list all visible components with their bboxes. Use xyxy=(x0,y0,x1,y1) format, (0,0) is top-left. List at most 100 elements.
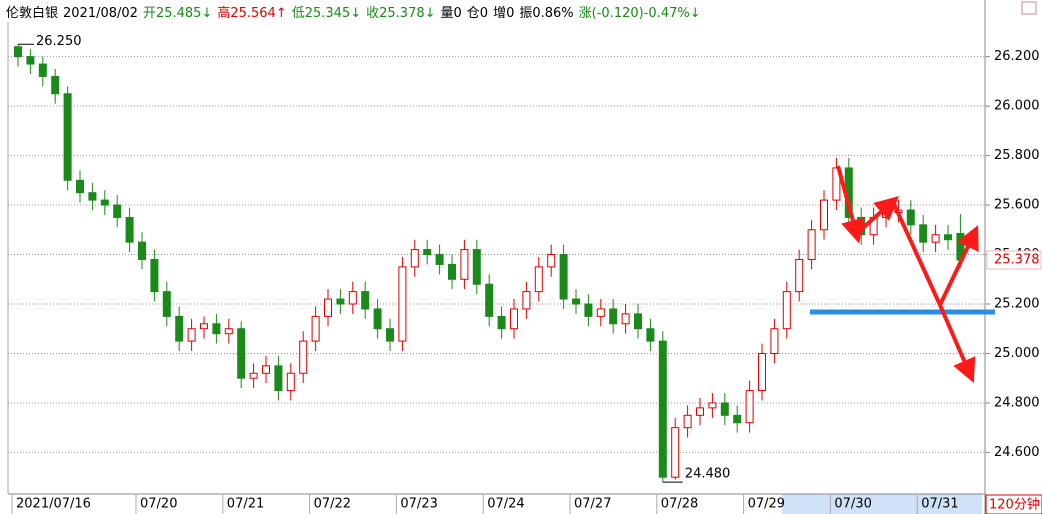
candle-body xyxy=(262,365,270,374)
x-tick-label: 07/30 xyxy=(834,497,871,512)
candle-body xyxy=(361,291,370,310)
header-item: 收25.378↓ xyxy=(366,6,436,21)
candle-body xyxy=(237,328,246,379)
x-tick-label: 07/28 xyxy=(661,497,698,512)
header-item: 高25.564↑ xyxy=(217,6,287,21)
candle-body xyxy=(187,328,196,342)
candle-body xyxy=(485,283,494,317)
candle-body xyxy=(113,204,122,218)
candle-body xyxy=(770,328,779,354)
range-highlight xyxy=(782,494,982,514)
candle-body xyxy=(782,291,791,330)
arrow xyxy=(836,165,865,244)
period-label: 120分钟 xyxy=(989,497,1040,513)
candle-body xyxy=(435,254,444,265)
candle-body xyxy=(324,298,332,317)
x-tick-label: 2021/07/16 xyxy=(16,497,91,512)
candle-body xyxy=(522,291,531,310)
x-tick-label: 07/29 xyxy=(748,497,785,512)
quote-header: 伦敦白银 2021/08/02 开25.485↓ 高25.564↑ 低25.345↓ 收2… xyxy=(6,2,706,21)
y-tick-label: 25.800 xyxy=(994,148,1040,163)
candle-body xyxy=(138,241,146,260)
candle-body xyxy=(386,328,394,342)
header-item: 涨(-0.120)-0.47%↓ xyxy=(578,6,701,21)
candle-body xyxy=(882,211,890,218)
candle-body xyxy=(212,323,221,335)
candle-body xyxy=(448,263,456,280)
candle-body xyxy=(559,254,568,300)
candle-body xyxy=(906,209,915,226)
candle-body xyxy=(175,315,184,342)
header-item: 增0 xyxy=(493,6,515,21)
x-tick-label: 07/22 xyxy=(314,497,351,512)
header-item: 低25.345↓ xyxy=(291,6,362,21)
candle-body xyxy=(944,234,952,241)
plot-area: 24.60024.80025.00025.20025.40025.60025.8… xyxy=(8,34,1040,514)
candle-body xyxy=(63,93,72,181)
y-tick-label: 25.200 xyxy=(994,297,1040,312)
arrow xyxy=(891,201,942,306)
candle-body xyxy=(646,328,655,342)
x-tick-label: 07/21 xyxy=(227,497,264,512)
candle-body xyxy=(820,199,828,231)
header-item: 量0 xyxy=(440,6,462,21)
candle-body xyxy=(200,323,208,330)
candle-body xyxy=(931,234,940,243)
candle-body xyxy=(14,46,22,58)
header-item: 振0.86% xyxy=(519,6,574,21)
period-box xyxy=(985,494,1042,514)
arrow xyxy=(938,225,979,306)
candle-body xyxy=(708,402,717,409)
candle-body xyxy=(683,414,692,429)
candle-body xyxy=(373,308,382,330)
candle-body xyxy=(162,291,171,317)
candle-body xyxy=(584,303,593,317)
candle-body xyxy=(26,56,35,65)
candle-body xyxy=(76,179,84,194)
candle-body xyxy=(832,167,841,201)
candle-body xyxy=(919,224,928,243)
x-tick-label: 07/31 xyxy=(921,497,958,512)
header-item: 仓0 xyxy=(466,6,489,21)
candle-body xyxy=(38,63,47,77)
trend-arrows xyxy=(836,165,979,384)
corner-icon[interactable] xyxy=(1021,1,1037,15)
candle-body xyxy=(547,254,556,268)
candle-body xyxy=(733,414,742,424)
arrow xyxy=(938,304,976,384)
candle-body xyxy=(423,249,432,256)
candle-body xyxy=(311,315,320,342)
candle-body xyxy=(596,308,605,317)
last-price-label: 25.378 xyxy=(994,252,1040,267)
candle-body xyxy=(472,249,481,285)
candle-body xyxy=(572,298,580,305)
y-tick-label: 24.800 xyxy=(994,395,1040,410)
x-tick-label: 07/27 xyxy=(574,497,611,512)
candle-body xyxy=(510,308,518,330)
candle-body xyxy=(696,407,704,416)
x-tick-label: 07/23 xyxy=(400,497,437,512)
candle-body xyxy=(286,372,295,392)
candle-body xyxy=(534,266,543,293)
candle-body xyxy=(745,390,754,424)
x-tick-label: 07/24 xyxy=(487,497,524,512)
candle-body xyxy=(398,266,407,342)
candle-body xyxy=(658,340,667,478)
header-item: 开25.485↓ xyxy=(142,6,213,21)
last-price-box xyxy=(986,250,1042,270)
y-tick-label: 26.000 xyxy=(994,99,1040,114)
header-item: 伦敦白银 xyxy=(6,6,59,21)
candle-body xyxy=(249,372,258,379)
y-tick-label: 26.200 xyxy=(994,49,1040,64)
candle-body xyxy=(497,315,506,330)
candle-body xyxy=(299,340,308,374)
candle-body xyxy=(671,427,680,478)
candle-body xyxy=(88,192,97,201)
y-tick-label: 24.600 xyxy=(994,445,1040,460)
candle-body xyxy=(410,249,419,268)
low-label: 24.480 xyxy=(685,467,731,482)
candle-body xyxy=(807,229,816,260)
candle-body xyxy=(795,258,804,293)
